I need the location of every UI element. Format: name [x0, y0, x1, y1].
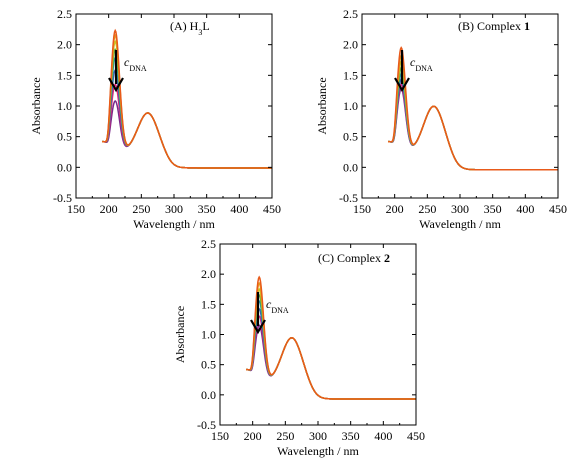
- series-line-1: [102, 83, 272, 169]
- x-tick-label: 250: [418, 202, 436, 216]
- cdna-annotation: cDNA: [124, 55, 147, 73]
- series-line-7: [246, 275, 416, 400]
- series-line-3: [388, 72, 558, 171]
- series-line-7: [388, 46, 558, 171]
- y-tick-label: 1.0: [201, 328, 216, 342]
- chart-panel-2: 150 200 250 300 350 400 450 -0.5 0.0 0.5 1.0 1.5 2.0…: [173, 237, 425, 458]
- x-tick-label: 450: [407, 429, 425, 443]
- series-line-1: [388, 83, 558, 171]
- y-tick-label: 1.5: [57, 68, 72, 82]
- x-axis-label: Wavelength / nm: [419, 217, 501, 231]
- y-axis-label: Absorbance: [173, 306, 187, 363]
- y-tick-label: 1.0: [57, 99, 72, 113]
- series-line-7: [102, 28, 272, 169]
- cdna-annotation: cDNA: [410, 55, 433, 73]
- y-tick-label: 2.0: [201, 267, 216, 281]
- x-tick-label: 350: [198, 202, 216, 216]
- x-tick-label: 350: [342, 429, 360, 443]
- x-tick-label: 300: [165, 202, 183, 216]
- y-tick-label: -0.5: [197, 418, 216, 432]
- series-line-6: [246, 281, 416, 400]
- y-tick-label: 0.5: [201, 358, 216, 372]
- x-axis-label: Wavelength / nm: [277, 444, 359, 458]
- arrow-down-icon: [250, 319, 266, 335]
- y-tick-label: 2.5: [343, 7, 358, 21]
- series-line-3: [102, 56, 272, 169]
- x-tick-label: 250: [132, 202, 150, 216]
- panel-title: (B) Complex 1: [458, 19, 530, 33]
- y-tick-label: 0.5: [343, 130, 358, 144]
- y-tick-label: 1.5: [201, 297, 216, 311]
- chart-panel-1: 150 200 250 300 350 400 450 -0.5 0.0 0.5 1.0 1.5 2.0…: [315, 7, 567, 231]
- series-line-3: [246, 299, 416, 400]
- x-axis-label: Wavelength / nm: [133, 217, 215, 231]
- plot-frame: [75, 13, 273, 199]
- x-tick-label: 450: [549, 202, 567, 216]
- series-line-4: [388, 66, 558, 171]
- series-line-0: [388, 87, 558, 171]
- series-line-6: [388, 54, 558, 171]
- arrow-down-icon: [394, 77, 410, 93]
- series-line-2: [246, 307, 416, 400]
- x-tick-label: 350: [484, 202, 502, 216]
- y-tick-label: 1.5: [343, 68, 358, 82]
- y-tick-label: 2.5: [201, 237, 216, 251]
- chart-panel-0: 150 200 250 300 350 400 450 -0.5 0.0 0.5 1.0 1.5 2.0…: [29, 7, 281, 231]
- y-tick-label: 1.0: [343, 99, 358, 113]
- y-tick-label: 0.0: [201, 388, 216, 402]
- x-tick-label: 150: [353, 202, 371, 216]
- x-tick-label: 400: [516, 202, 534, 216]
- panel-title: (A) H3L: [170, 19, 210, 37]
- y-tick-label: 2.0: [57, 38, 72, 52]
- y-tick-label: 0.5: [57, 130, 72, 144]
- y-tick-label: 2.5: [57, 7, 72, 21]
- series-line-5: [388, 60, 558, 171]
- x-tick-label: 450: [263, 202, 281, 216]
- series-line-0: [246, 324, 416, 400]
- x-tick-label: 250: [276, 429, 294, 443]
- cdna-annotation: cDNA: [266, 297, 289, 315]
- x-tick-label: 150: [211, 429, 229, 443]
- panel-title: (C) Complex 2: [318, 251, 390, 265]
- series-line-0: [102, 99, 272, 169]
- x-tick-label: 400: [230, 202, 248, 216]
- x-tick-label: 200: [386, 202, 404, 216]
- y-axis-label: Absorbance: [29, 77, 43, 134]
- y-tick-label: 2.0: [343, 38, 358, 52]
- y-tick-label: -0.5: [53, 191, 72, 205]
- plot-frame: [219, 243, 417, 426]
- y-axis-label: Absorbance: [315, 77, 329, 134]
- series-line-2: [388, 78, 558, 171]
- y-tick-label: -0.5: [339, 191, 358, 205]
- x-tick-label: 200: [244, 429, 262, 443]
- arrow-down-icon: [108, 77, 124, 93]
- x-tick-label: 400: [374, 429, 392, 443]
- series-line-1: [246, 315, 416, 400]
- x-tick-label: 150: [67, 202, 85, 216]
- series-line-2: [102, 69, 272, 169]
- x-tick-label: 200: [100, 202, 118, 216]
- y-tick-label: 0.0: [343, 160, 358, 174]
- x-tick-label: 300: [309, 429, 327, 443]
- y-tick-label: 0.0: [57, 160, 72, 174]
- x-tick-label: 300: [451, 202, 469, 216]
